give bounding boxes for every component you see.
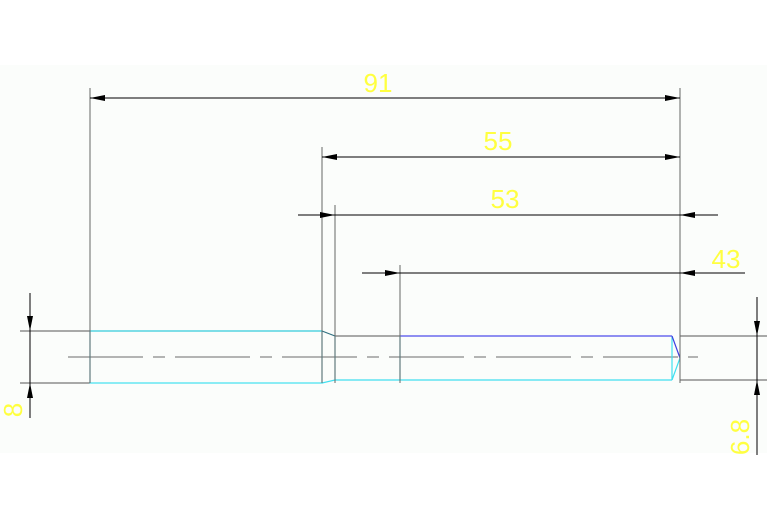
drawing-area <box>0 65 767 453</box>
dimension-8: 8 <box>0 293 33 418</box>
dim-text-55: 55 <box>484 126 513 156</box>
dimension-55: 55 <box>322 126 680 160</box>
dimension-6-8: 6.8 <box>725 297 760 455</box>
dim-text-91: 91 <box>364 68 393 98</box>
dimension-53: 53 <box>298 184 718 218</box>
dim-text-8: 8 <box>0 403 28 417</box>
dim-text-6-8: 6.8 <box>725 419 755 455</box>
dim-text-53: 53 <box>491 184 520 214</box>
dim-text-43: 43 <box>712 244 741 274</box>
dimension-43: 43 <box>362 244 745 276</box>
dimension-91: 91 <box>90 68 680 101</box>
extension-lines <box>89 88 681 383</box>
